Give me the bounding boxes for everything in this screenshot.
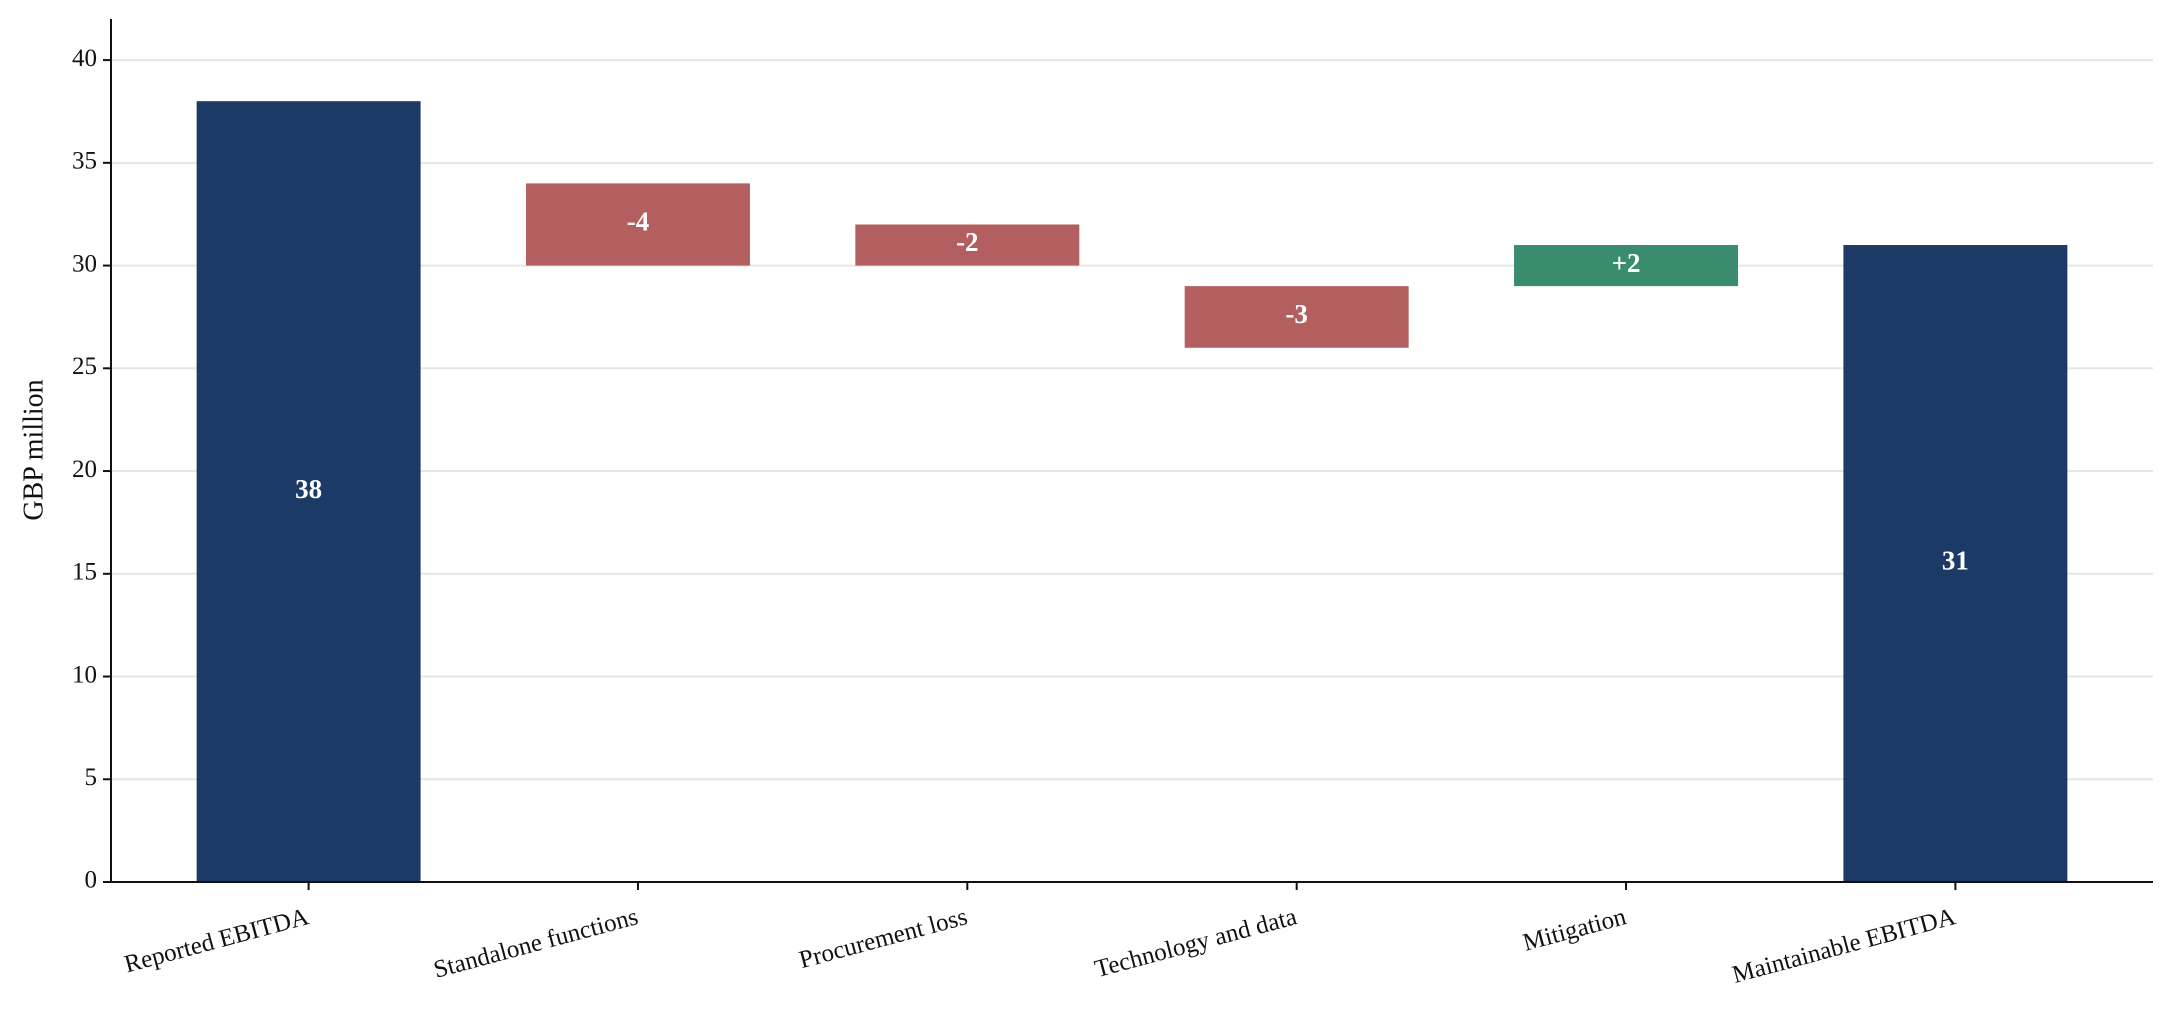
bar (1514, 245, 1739, 287)
y-axis-label: GBP million (18, 379, 49, 520)
y-tick-label: 5 (85, 764, 98, 791)
x-tick-label: Standalone functions (431, 903, 641, 984)
bar-label: -2 (956, 227, 979, 257)
y-tick-label: 40 (72, 45, 97, 72)
bar (525, 183, 750, 266)
y-tick-label: 30 (72, 250, 97, 277)
bar-label: -3 (1285, 299, 1308, 329)
bar-label: 38 (295, 474, 322, 504)
y-tick-label: 0 (85, 867, 98, 894)
bar-label: +2 (1612, 248, 1641, 278)
y-tick-label: 35 (72, 148, 97, 175)
x-tick-label: Procurement loss (796, 903, 970, 974)
bar (1184, 286, 1409, 348)
bar-label: 31 (1942, 546, 1969, 576)
y-tick-label: 25 (72, 353, 97, 380)
bar (1843, 245, 2068, 882)
bar-label: -4 (627, 207, 650, 237)
y-tick-label: 15 (72, 559, 97, 586)
y-tick-label: 20 (72, 456, 97, 483)
x-tick-label: Maintainable EBITDA (1729, 903, 1958, 989)
bar (855, 224, 1080, 266)
y-tick-label: 10 (72, 661, 97, 688)
x-tick-label: Technology and data (1092, 903, 1300, 983)
x-tick-label: Reported EBITDA (122, 903, 312, 978)
bar (196, 101, 421, 882)
x-tick-label: Mitigation (1520, 903, 1629, 957)
